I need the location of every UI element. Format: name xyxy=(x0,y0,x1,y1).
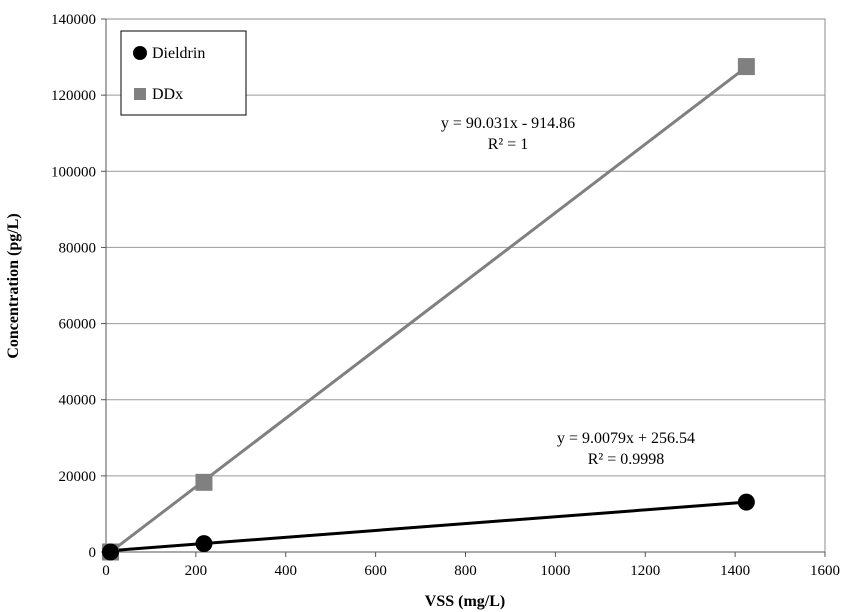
y-tick-label: 80000 xyxy=(59,240,97,256)
y-tick-label: 60000 xyxy=(59,317,97,333)
x-tick-label: 600 xyxy=(364,563,387,579)
y-tick-label: 40000 xyxy=(59,393,97,409)
ddx-r-squared: R² = 1 xyxy=(488,136,529,153)
y-tick-label: 140000 xyxy=(51,12,96,28)
point-dieldrin xyxy=(101,543,119,561)
point-ddx xyxy=(195,473,213,491)
y-tick-label: 120000 xyxy=(51,88,96,104)
x-tick-label: 0 xyxy=(102,563,110,579)
y-tick-label: 20000 xyxy=(59,469,97,485)
tick-labels: 0 20000 40000 60000 80000 100000 120000 140000 0… xyxy=(51,12,840,579)
x-tick-label: 800 xyxy=(454,563,477,579)
trendlines xyxy=(109,65,748,554)
y-tick-label: 100000 xyxy=(51,164,96,180)
y-axis-title: Concentration (pg/L) xyxy=(5,213,22,358)
legend: Dieldrin DDx xyxy=(120,30,247,116)
point-dieldrin xyxy=(737,493,755,511)
x-tick-label: 1400 xyxy=(720,563,750,579)
trendline-annotation-dieldrin: y = 9.0079x + 256.54 R² = 0.9998 xyxy=(557,430,695,468)
y-tick-label: 0 xyxy=(89,545,97,561)
x-tick-label: 400 xyxy=(275,563,298,579)
x-tick-label: 1200 xyxy=(630,563,660,579)
trendline-annotation-ddx: y = 90.031x - 914.86 R² = 1 xyxy=(441,115,575,153)
x-tick-label: 1000 xyxy=(540,563,570,579)
trendline-dieldrin xyxy=(110,500,747,553)
ddx-equation: y = 90.031x - 914.86 xyxy=(441,115,575,132)
x-tick-label: 200 xyxy=(185,563,208,579)
point-ddx xyxy=(737,58,755,76)
legend-box xyxy=(120,30,247,116)
legend-label-ddx: DDx xyxy=(152,86,183,103)
x-tick-label: 1600 xyxy=(810,563,840,579)
dieldrin-r-squared: R² = 0.9998 xyxy=(588,451,665,468)
legend-marker-ddx xyxy=(134,88,146,100)
x-axis-title: VSS (mg/L) xyxy=(425,593,505,610)
legend-marker-dieldrin xyxy=(133,46,147,60)
legend-label-dieldrin: Dieldrin xyxy=(152,45,205,62)
point-dieldrin xyxy=(195,535,213,553)
data-points xyxy=(101,58,755,561)
trendline-ddx xyxy=(109,65,748,554)
dieldrin-equation: y = 9.0079x + 256.54 xyxy=(557,430,695,447)
